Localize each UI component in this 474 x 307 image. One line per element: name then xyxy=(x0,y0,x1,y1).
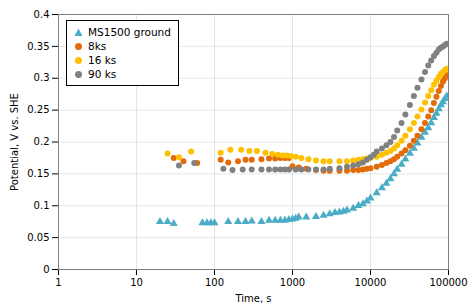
svg-text:1000: 1000 xyxy=(280,277,305,288)
svg-text:0.35: 0.35 xyxy=(27,41,49,52)
svg-text:0.1: 0.1 xyxy=(34,200,50,211)
html-text:8ks: 8ks xyxy=(88,40,107,52)
svg-text:Potential, V vs. SHE: Potential, V vs. SHE xyxy=(9,93,20,191)
svg-text:0.3: 0.3 xyxy=(34,72,50,83)
svg-text:100: 100 xyxy=(205,277,224,288)
svg-text:0.2: 0.2 xyxy=(34,136,50,147)
html-text:90 ks: 90 ks xyxy=(88,68,117,80)
svg-text:10: 10 xyxy=(130,277,143,288)
svg-text:1: 1 xyxy=(55,277,61,288)
svg-text:10000: 10000 xyxy=(355,277,387,288)
html-text:16 ks: 16 ks xyxy=(88,54,117,66)
svg-text:0.05: 0.05 xyxy=(27,232,49,243)
svg-text:100000: 100000 xyxy=(429,277,467,288)
svg-text:0.25: 0.25 xyxy=(27,104,49,115)
svg-text:Time, s: Time, s xyxy=(234,293,271,304)
svg-text:0: 0 xyxy=(43,264,49,275)
svg-text:0.4: 0.4 xyxy=(34,9,50,20)
svg-text:0.15: 0.15 xyxy=(27,168,49,179)
html-text:MS1500 ground: MS1500 ground xyxy=(88,26,171,38)
